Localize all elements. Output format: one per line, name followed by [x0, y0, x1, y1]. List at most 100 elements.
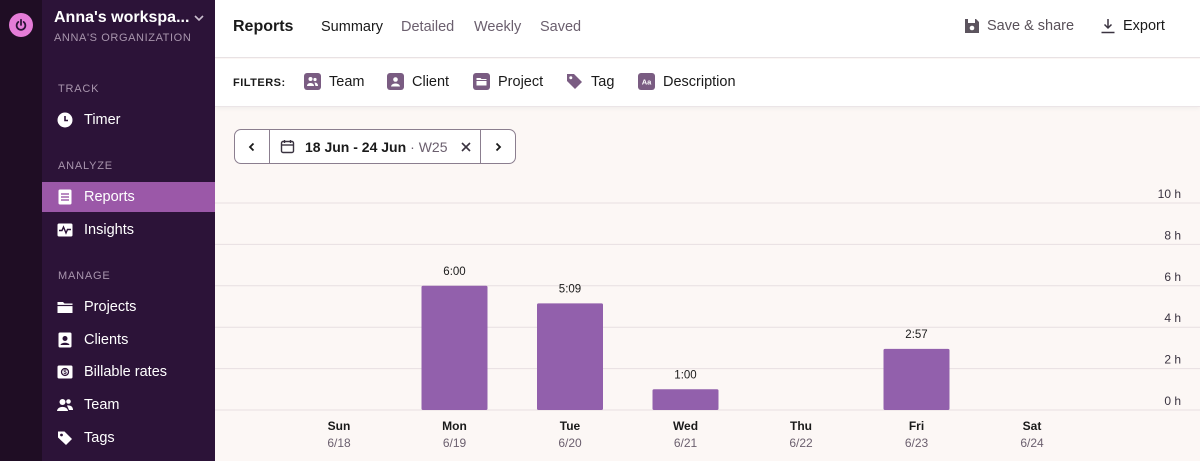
calendar-icon	[280, 140, 295, 154]
next-week-button[interactable]	[481, 130, 515, 163]
export-button[interactable]: Export	[1100, 18, 1165, 34]
sidebar-item-projects[interactable]: Projects	[42, 292, 215, 322]
filters-bar: FILTERS: Team Client Project Tag Aa Desc…	[215, 59, 1200, 107]
filter-team[interactable]: Team	[304, 73, 364, 90]
tab-saved[interactable]: Saved	[540, 19, 582, 35]
bar-data-label: 1:00	[674, 369, 696, 381]
chevron-right-icon	[495, 142, 502, 151]
sidebar-item-label: Insights	[84, 222, 134, 238]
sidebar: Anna's workspa... ANNA'S ORGANIZATION TR…	[42, 0, 215, 461]
filter-project[interactable]: Project	[473, 73, 543, 90]
y-tick-label: 6 h	[1164, 270, 1181, 284]
workspace-name: Anna's workspa...	[54, 9, 189, 26]
sidebar-item-reports[interactable]: Reports	[42, 182, 215, 212]
svg-text:Aa: Aa	[642, 78, 652, 87]
download-icon	[1101, 19, 1115, 34]
x-tick-date: 6/20	[558, 436, 582, 450]
filter-tag[interactable]: Tag	[566, 73, 614, 90]
x-tick-day: Thu	[790, 419, 812, 433]
sidebar-item-timer[interactable]: Timer	[42, 105, 215, 135]
export-label: Export	[1123, 18, 1165, 34]
week-number: · W25	[410, 138, 448, 155]
sidebar-item-clients[interactable]: Clients	[42, 325, 215, 355]
team-icon	[304, 73, 321, 90]
save-share-label: Save & share	[987, 18, 1075, 34]
x-tick-day: Sat	[1023, 419, 1042, 433]
organization-name: ANNA'S ORGANIZATION	[54, 32, 192, 45]
x-tick-day: Sun	[328, 419, 351, 433]
previous-week-button[interactable]	[235, 130, 269, 163]
y-tick-label: 8 h	[1164, 228, 1181, 242]
people-icon	[57, 397, 73, 413]
sidebar-item-label: Timer	[84, 112, 121, 128]
y-tick-label: 10 h	[1158, 187, 1181, 201]
sidebar-item-label: Team	[84, 397, 120, 413]
sidebar-item-tags[interactable]: Tags	[42, 423, 215, 453]
x-tick-day: Fri	[909, 419, 924, 433]
workspace-switcher[interactable]: Anna's workspa... ANNA'S ORGANIZATION	[54, 9, 207, 44]
x-tick-date: 6/23	[905, 436, 929, 450]
y-tick-label: 0 h	[1164, 394, 1181, 408]
sidebar-item-label: Reports	[84, 189, 135, 205]
bar-mon[interactable]	[421, 285, 488, 410]
tab-summary[interactable]: Summary	[321, 19, 384, 35]
sidebar-item-label: Billable rates	[84, 364, 168, 380]
close-icon[interactable]	[460, 141, 472, 153]
y-tick-label: 2 h	[1164, 353, 1181, 367]
x-tick-day: Mon	[442, 419, 467, 433]
svg-text:$: $	[63, 370, 67, 376]
sidebar-item-insights[interactable]: Insights	[42, 215, 215, 245]
bar-chart: 0 h 2 h 4 h 6 h 8 h 10 h Sun 6/18 6:00 Mon 6/19 5:0…	[215, 187, 1200, 450]
y-tick-label: 4 h	[1164, 311, 1181, 325]
date-range-field[interactable]: 18 Jun - 24 Jun · W25	[269, 130, 481, 163]
floppy-disk-icon	[965, 19, 979, 33]
bar-fri[interactable]	[883, 348, 950, 410]
filter-label: Project	[498, 73, 544, 90]
date-range-picker: 18 Jun - 24 Jun · W25	[234, 129, 516, 164]
page-title: Reports	[233, 18, 294, 35]
client-icon	[387, 73, 404, 90]
save-share-button[interactable]: Save & share	[964, 18, 1074, 34]
daily-duration-chart: 0 h 2 h 4 h 6 h 8 h 10 h Sun 6/18 6:00 Mon 6/19 5:0…	[215, 180, 1200, 461]
x-tick-date: 6/24	[1020, 436, 1044, 450]
filters-label: FILTERS:	[233, 77, 286, 89]
x-tick-date: 6/21	[674, 436, 698, 450]
section-track: TRACK	[58, 83, 100, 95]
x-tick-day: Wed	[673, 419, 698, 433]
power-icon[interactable]	[9, 13, 33, 37]
bar-data-label: 5:09	[559, 283, 581, 295]
sidebar-item-label: Clients	[84, 332, 129, 348]
tag-icon	[566, 73, 583, 90]
date-range-text: 18 Jun - 24 Jun	[305, 138, 407, 155]
filter-label: Client	[412, 73, 450, 90]
folder-icon	[57, 299, 73, 315]
x-tick-date: 6/22	[789, 436, 813, 450]
sidebar-item-label: Tags	[84, 430, 115, 446]
filter-label: Description	[663, 73, 736, 90]
pulse-icon	[57, 222, 73, 238]
x-tick-date: 6/19	[443, 436, 467, 450]
sidebar-item-billable-rates[interactable]: $ Billable rates	[42, 357, 215, 387]
contact-card-icon	[57, 332, 73, 348]
sidebar-item-label: Projects	[84, 299, 137, 315]
section-manage: MANAGE	[58, 270, 111, 282]
bar-wed[interactable]	[652, 389, 719, 410]
project-icon	[473, 73, 490, 90]
filter-label: Tag	[591, 73, 615, 90]
chevron-left-icon	[248, 142, 255, 151]
filter-description[interactable]: Aa Description	[638, 73, 736, 90]
chevron-down-icon	[194, 15, 204, 22]
bar-tue[interactable]	[537, 303, 603, 410]
sidebar-item-team[interactable]: Team	[42, 390, 215, 420]
x-tick-date: 6/18	[327, 436, 351, 450]
bar-data-label: 6:00	[443, 266, 465, 278]
reports-header: Reports Summary Detailed Weekly Saved Sa…	[215, 0, 1200, 58]
x-tick-day: Tue	[560, 419, 581, 433]
description-icon: Aa	[638, 73, 655, 90]
filter-client[interactable]: Client	[387, 73, 449, 90]
section-analyze: ANALYZE	[58, 160, 113, 172]
tag-icon	[57, 430, 73, 446]
tab-detailed[interactable]: Detailed	[401, 19, 455, 35]
tab-weekly[interactable]: Weekly	[474, 19, 522, 35]
document-icon	[57, 189, 73, 205]
